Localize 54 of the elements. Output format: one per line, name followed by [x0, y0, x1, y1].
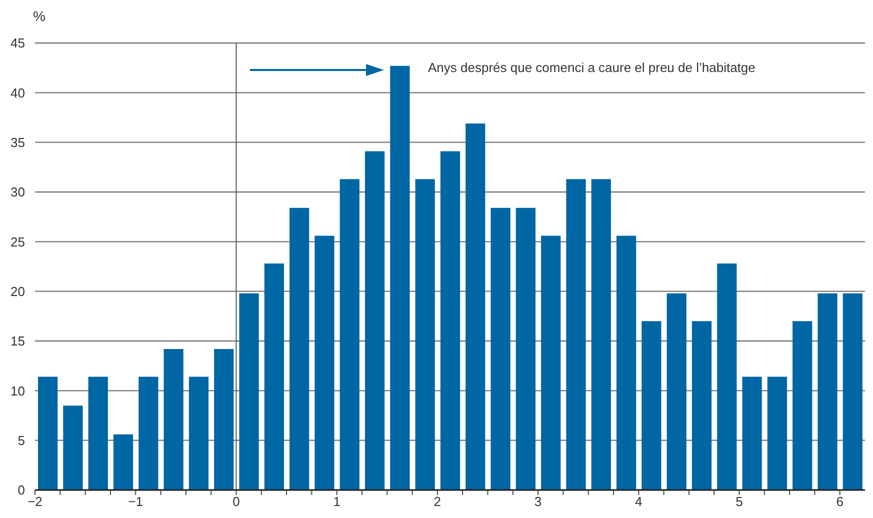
bar [188, 376, 209, 490]
bar [390, 66, 410, 490]
y-axis-title: % [33, 8, 46, 24]
bar [164, 348, 184, 490]
y-tick-label: 5 [18, 432, 25, 448]
annotation: Anys després que comenci a caure el preu de l’habitatge [428, 60, 756, 75]
bar [214, 348, 234, 490]
bar [616, 236, 636, 490]
bar [290, 208, 310, 490]
bar [340, 179, 360, 490]
y-tick-label: 35 [10, 134, 25, 150]
bar [742, 376, 762, 490]
bar [63, 406, 83, 490]
x-tick-label: −1 [128, 494, 144, 510]
bar [541, 236, 561, 490]
bar [792, 321, 812, 490]
bar [88, 376, 108, 490]
bar [767, 376, 788, 490]
x-tick-label: 4 [635, 494, 642, 510]
y-tick-label: 45 [10, 36, 25, 51]
bar [314, 236, 334, 490]
bar [818, 293, 838, 490]
x-tick-label: 2 [434, 494, 442, 510]
bar [239, 293, 259, 490]
y-tick-label: 0 [18, 482, 25, 498]
bar [692, 321, 712, 490]
bar [466, 123, 486, 490]
y-tick-label: 10 [10, 383, 25, 398]
x-tick-label: 0 [232, 494, 240, 510]
x-tick-label: 6 [836, 494, 844, 510]
bar [642, 321, 662, 490]
bar [591, 179, 611, 490]
bar [364, 151, 385, 490]
bar [440, 151, 460, 490]
y-tick-label: 30 [10, 184, 25, 200]
bar [138, 376, 158, 490]
bar [566, 179, 586, 490]
x-tick-label: −2 [28, 494, 42, 510]
x-tick-label: 3 [534, 494, 542, 510]
y-tick-label: 20 [10, 284, 25, 299]
bar [717, 264, 737, 490]
bar [264, 264, 284, 490]
x-tick-label: 1 [333, 494, 340, 510]
y-tick-label: 40 [10, 85, 25, 100]
y-tick-label: 15 [10, 334, 25, 349]
bar [38, 376, 58, 490]
bar [666, 293, 686, 490]
bar [415, 179, 435, 490]
bar [516, 208, 536, 490]
bar [842, 293, 862, 490]
bar [490, 208, 510, 490]
x-tick-label: 5 [736, 494, 743, 510]
bar [113, 434, 134, 490]
y-tick-label: 25 [10, 234, 25, 250]
